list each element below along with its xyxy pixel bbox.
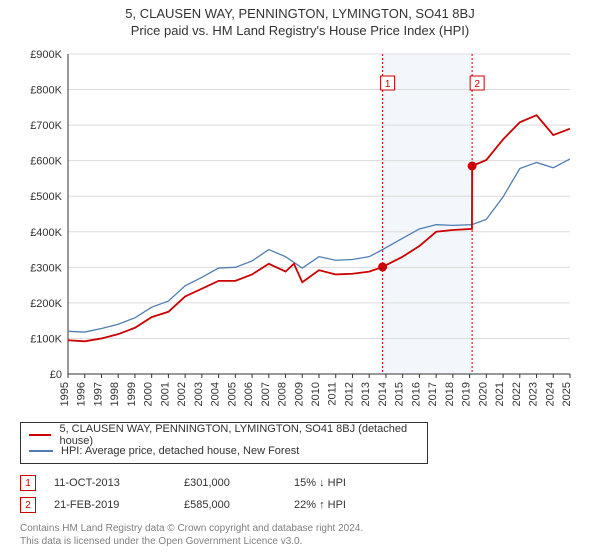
svg-text:2001: 2001 <box>159 382 171 406</box>
svg-text:2004: 2004 <box>210 382 222 406</box>
svg-text:2017: 2017 <box>427 382 439 406</box>
svg-text:2013: 2013 <box>360 382 372 406</box>
legend-label: 5, CLAUSEN WAY, PENNINGTON, LYMINGTON, S… <box>59 423 419 447</box>
svg-text:£0: £0 <box>50 369 62 381</box>
svg-text:2025: 2025 <box>561 382 573 406</box>
svg-text:2005: 2005 <box>226 382 238 406</box>
sale-row: 1 11-OCT-2013 £301,000 15% ↓ HPI <box>20 472 580 494</box>
legend-swatch <box>29 434 51 436</box>
sale-row: 2 21-FEB-2019 £585,000 22% ↑ HPI <box>20 494 580 516</box>
svg-text:1: 1 <box>385 79 391 90</box>
svg-text:2022: 2022 <box>511 382 523 406</box>
chart-titles: 5, CLAUSEN WAY, PENNINGTON, LYMINGTON, S… <box>0 0 600 38</box>
sale-diff: 15% ↓ HPI <box>294 477 414 489</box>
svg-text:£300K: £300K <box>30 262 62 274</box>
svg-text:2003: 2003 <box>193 382 205 406</box>
svg-text:£400K: £400K <box>30 227 62 239</box>
svg-text:2018: 2018 <box>444 382 456 406</box>
sale-price: £585,000 <box>184 499 294 511</box>
sale-date: 21-FEB-2019 <box>54 499 184 511</box>
svg-text:2015: 2015 <box>394 382 406 406</box>
sale-date: 11-OCT-2013 <box>54 477 184 489</box>
svg-text:2019: 2019 <box>461 382 473 406</box>
svg-text:2006: 2006 <box>243 382 255 406</box>
svg-text:2011: 2011 <box>327 382 339 406</box>
svg-text:£100K: £100K <box>30 333 62 345</box>
footer: Contains HM Land Registry data © Crown c… <box>20 522 580 548</box>
svg-text:2012: 2012 <box>343 382 355 406</box>
svg-text:2020: 2020 <box>477 382 489 406</box>
price-chart: £0 £100K £200K £300K £400K £500K £600K £700K £80… <box>20 44 580 414</box>
svg-text:1996: 1996 <box>76 382 88 406</box>
svg-text:2009: 2009 <box>293 382 305 406</box>
svg-text:1997: 1997 <box>92 382 104 406</box>
svg-text:2014: 2014 <box>377 382 389 406</box>
svg-text:2010: 2010 <box>310 382 322 406</box>
sale-diff: 22% ↑ HPI <box>294 499 414 511</box>
svg-text:£800K: £800K <box>30 85 62 97</box>
legend-item: 5, CLAUSEN WAY, PENNINGTON, LYMINGTON, S… <box>29 427 419 443</box>
legend: 5, CLAUSEN WAY, PENNINGTON, LYMINGTON, S… <box>20 422 428 464</box>
svg-text:2007: 2007 <box>260 382 272 406</box>
svg-text:1995: 1995 <box>59 382 71 406</box>
svg-text:£600K: £600K <box>30 156 62 168</box>
sale-price: £301,000 <box>184 477 294 489</box>
footer-line: Contains HM Land Registry data © Crown c… <box>20 522 580 535</box>
svg-text:£200K: £200K <box>30 298 62 310</box>
svg-text:2023: 2023 <box>528 382 540 406</box>
svg-text:2008: 2008 <box>277 382 289 406</box>
svg-text:2021: 2021 <box>494 382 506 406</box>
sale-marker: 2 <box>20 497 36 513</box>
svg-text:2: 2 <box>474 79 480 90</box>
svg-text:2002: 2002 <box>176 382 188 406</box>
svg-text:2016: 2016 <box>410 382 422 406</box>
title-address: 5, CLAUSEN WAY, PENNINGTON, LYMINGTON, S… <box>0 6 600 21</box>
svg-text:£500K: £500K <box>30 191 62 203</box>
svg-text:1998: 1998 <box>109 382 121 406</box>
svg-text:2000: 2000 <box>143 382 155 406</box>
sales-list: 1 11-OCT-2013 £301,000 15% ↓ HPI 2 21-FE… <box>20 472 580 516</box>
svg-text:1999: 1999 <box>126 382 138 406</box>
title-subtitle: Price paid vs. HM Land Registry's House … <box>0 23 600 38</box>
legend-swatch <box>29 450 53 452</box>
svg-text:£700K: £700K <box>30 120 62 132</box>
sale-marker: 1 <box>20 475 36 491</box>
legend-label: HPI: Average price, detached house, New … <box>61 445 299 457</box>
footer-line: This data is licensed under the Open Gov… <box>20 535 580 548</box>
svg-text:2024: 2024 <box>544 382 556 406</box>
svg-text:£900K: £900K <box>30 49 62 61</box>
